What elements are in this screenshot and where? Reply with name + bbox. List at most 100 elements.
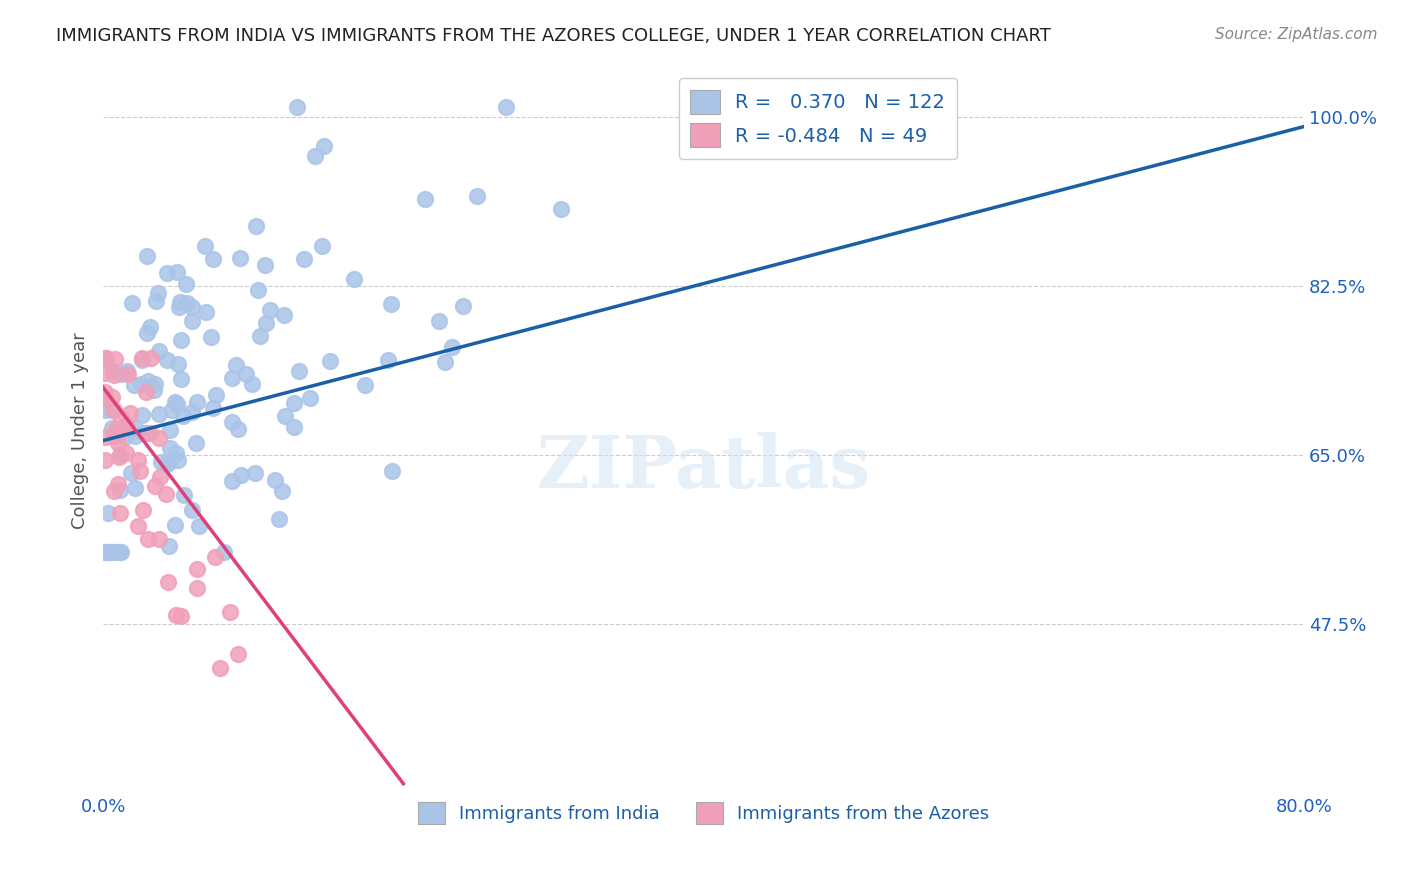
Point xyxy=(181,405,204,419)
Point xyxy=(107,436,129,450)
Point xyxy=(218,605,240,619)
Point xyxy=(271,483,294,498)
Point xyxy=(163,517,186,532)
Point xyxy=(304,149,326,163)
Point xyxy=(148,470,170,484)
Point xyxy=(225,358,247,372)
Point xyxy=(180,503,202,517)
Point xyxy=(148,343,170,358)
Point xyxy=(93,351,115,366)
Point xyxy=(104,545,127,559)
Point xyxy=(240,377,263,392)
Point xyxy=(131,351,153,366)
Point xyxy=(186,394,208,409)
Point xyxy=(342,271,364,285)
Point xyxy=(124,481,146,495)
Point xyxy=(98,545,121,559)
Point xyxy=(245,219,267,233)
Point xyxy=(274,409,297,424)
Point xyxy=(120,466,142,480)
Point xyxy=(93,453,115,467)
Point xyxy=(124,421,146,435)
Point xyxy=(148,407,170,421)
Point xyxy=(121,296,143,310)
Point xyxy=(311,239,333,253)
Point xyxy=(228,252,250,266)
Point xyxy=(136,532,159,546)
Point xyxy=(145,377,167,392)
Point xyxy=(170,608,193,623)
Point xyxy=(127,453,149,467)
Point xyxy=(246,283,269,297)
Point xyxy=(172,409,194,424)
Point xyxy=(204,549,226,564)
Point xyxy=(166,397,188,411)
Point xyxy=(114,446,136,460)
Point xyxy=(165,446,187,460)
Point xyxy=(204,388,226,402)
Point xyxy=(377,352,399,367)
Point xyxy=(169,294,191,309)
Point xyxy=(103,429,125,443)
Point xyxy=(440,340,463,354)
Point xyxy=(103,368,125,382)
Point xyxy=(136,249,159,263)
Point xyxy=(166,453,188,467)
Point xyxy=(93,403,115,417)
Point xyxy=(159,441,181,455)
Point xyxy=(136,326,159,340)
Point xyxy=(380,297,402,311)
Point xyxy=(235,367,257,381)
Point xyxy=(166,265,188,279)
Point xyxy=(157,455,180,469)
Point xyxy=(101,390,124,404)
Point xyxy=(146,285,169,300)
Point xyxy=(156,352,179,367)
Point xyxy=(148,532,170,546)
Point xyxy=(212,545,235,559)
Point xyxy=(96,545,118,559)
Point xyxy=(381,464,404,478)
Point xyxy=(254,316,277,330)
Point xyxy=(108,425,131,440)
Point xyxy=(433,355,456,369)
Point xyxy=(93,367,115,381)
Point xyxy=(254,258,277,272)
Point xyxy=(226,647,249,661)
Point xyxy=(94,351,117,366)
Point xyxy=(354,378,377,392)
Point xyxy=(145,293,167,308)
Point xyxy=(127,518,149,533)
Text: IMMIGRANTS FROM INDIA VS IMMIGRANTS FROM THE AZORES COLLEGE, UNDER 1 YEAR CORREL: IMMIGRANTS FROM INDIA VS IMMIGRANTS FROM… xyxy=(56,27,1052,45)
Point xyxy=(165,394,187,409)
Point xyxy=(94,392,117,406)
Point xyxy=(495,100,517,114)
Point xyxy=(138,375,160,389)
Point xyxy=(285,100,308,114)
Point xyxy=(181,314,204,328)
Point xyxy=(263,474,285,488)
Y-axis label: College, Under 1 year: College, Under 1 year xyxy=(72,333,89,529)
Point xyxy=(110,423,132,437)
Point xyxy=(139,425,162,440)
Point xyxy=(187,519,209,533)
Point xyxy=(162,402,184,417)
Point xyxy=(135,385,157,400)
Point xyxy=(221,415,243,429)
Point xyxy=(427,314,450,328)
Point xyxy=(159,423,181,437)
Point xyxy=(103,483,125,498)
Point xyxy=(131,352,153,367)
Text: ZIPatlas: ZIPatlas xyxy=(537,432,870,503)
Point xyxy=(93,430,115,444)
Point xyxy=(111,368,134,382)
Legend: Immigrants from India, Immigrants from the Azores: Immigrants from India, Immigrants from t… xyxy=(406,791,1001,835)
Point xyxy=(122,378,145,392)
Point xyxy=(229,467,252,482)
Point xyxy=(132,426,155,441)
Point xyxy=(298,391,321,405)
Point xyxy=(129,464,152,478)
Point xyxy=(135,426,157,441)
Point xyxy=(124,428,146,442)
Point xyxy=(186,562,208,576)
